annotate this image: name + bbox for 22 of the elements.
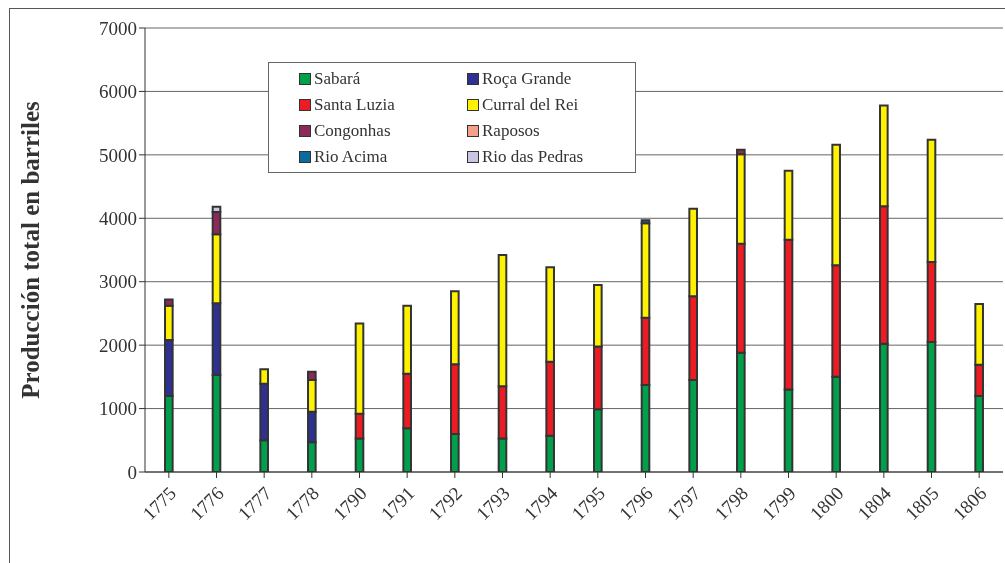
legend-label: Sabará <box>314 68 361 89</box>
y-tick-label: 4000 <box>99 208 137 230</box>
y-tick-label: 7000 <box>99 17 137 39</box>
y-axis-title: Producción total en barriles <box>16 101 44 399</box>
y-tick-label: 0 <box>127 461 137 483</box>
legend-label: Curral del Rei <box>482 94 579 115</box>
legend-label: Roça Grande <box>482 68 572 89</box>
y-tick-label: 6000 <box>99 81 137 103</box>
x-tick-label: 1799 <box>758 482 800 525</box>
legend-label: Santa Luzia <box>314 94 395 115</box>
legend-label: Raposos <box>482 120 540 141</box>
y-tick-label: 1000 <box>99 398 137 420</box>
legend-label: Rio Acima <box>314 146 388 167</box>
y-tick-label: 2000 <box>99 334 137 356</box>
x-tick-label: 1792 <box>424 482 467 525</box>
legend-label: Rio das Pedras <box>482 146 584 167</box>
x-tick-label: 1800 <box>805 482 848 525</box>
y-tick-label: 3000 <box>99 271 137 293</box>
x-tick-label: 1790 <box>329 482 371 525</box>
legend-label: Congonhas <box>314 120 391 141</box>
y-tick-label: 5000 <box>99 144 137 166</box>
x-tick-label: 1791 <box>376 482 419 525</box>
